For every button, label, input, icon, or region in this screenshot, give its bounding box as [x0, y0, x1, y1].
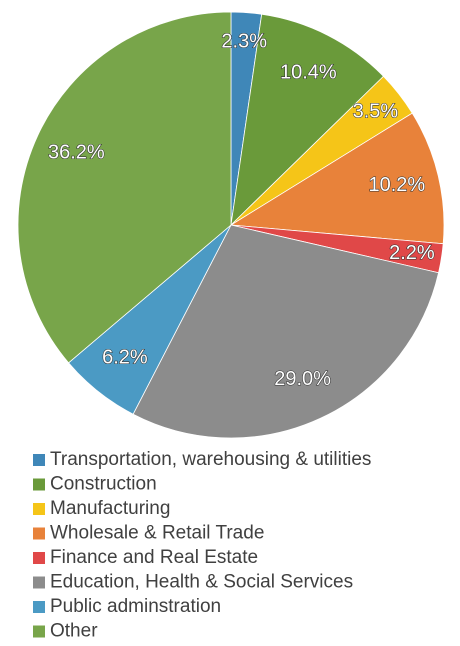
data-label: 2.3% [221, 31, 267, 53]
data-label: 3.5% [353, 101, 399, 123]
data-label: 10.2% [368, 174, 425, 196]
pie-slice [230, 13, 385, 227]
legend-swatch [33, 503, 45, 515]
legend-label: Transportation, warehousing & utilities [50, 449, 371, 470]
data-label: 10.4% [280, 61, 337, 83]
data-label: 36.2% [48, 142, 105, 164]
legend-label: Public adminstration [50, 596, 221, 617]
pie-slice [132, 224, 440, 439]
legend-label: Education, Health & Social Services [50, 572, 353, 593]
pie-slice [229, 112, 445, 245]
data-label: 6.2% [102, 347, 148, 369]
pie-slice [17, 11, 232, 364]
legend-swatch [33, 552, 45, 564]
legend-swatch [33, 576, 45, 589]
legend-label: Other [50, 621, 98, 642]
legend-label: Construction [50, 474, 157, 495]
legend-swatch [33, 454, 45, 466]
legend-swatch [33, 527, 45, 540]
legend-label: Finance and Real Estate [50, 547, 258, 568]
legend-swatch [33, 478, 45, 491]
legend-label: Manufacturing [50, 498, 170, 519]
legend-swatch [33, 625, 45, 638]
data-label: 29.0% [274, 368, 331, 390]
legend-swatch [33, 601, 45, 613]
data-label: 2.2% [389, 242, 435, 264]
legend-label: Wholesale & Retail Trade [50, 523, 264, 544]
